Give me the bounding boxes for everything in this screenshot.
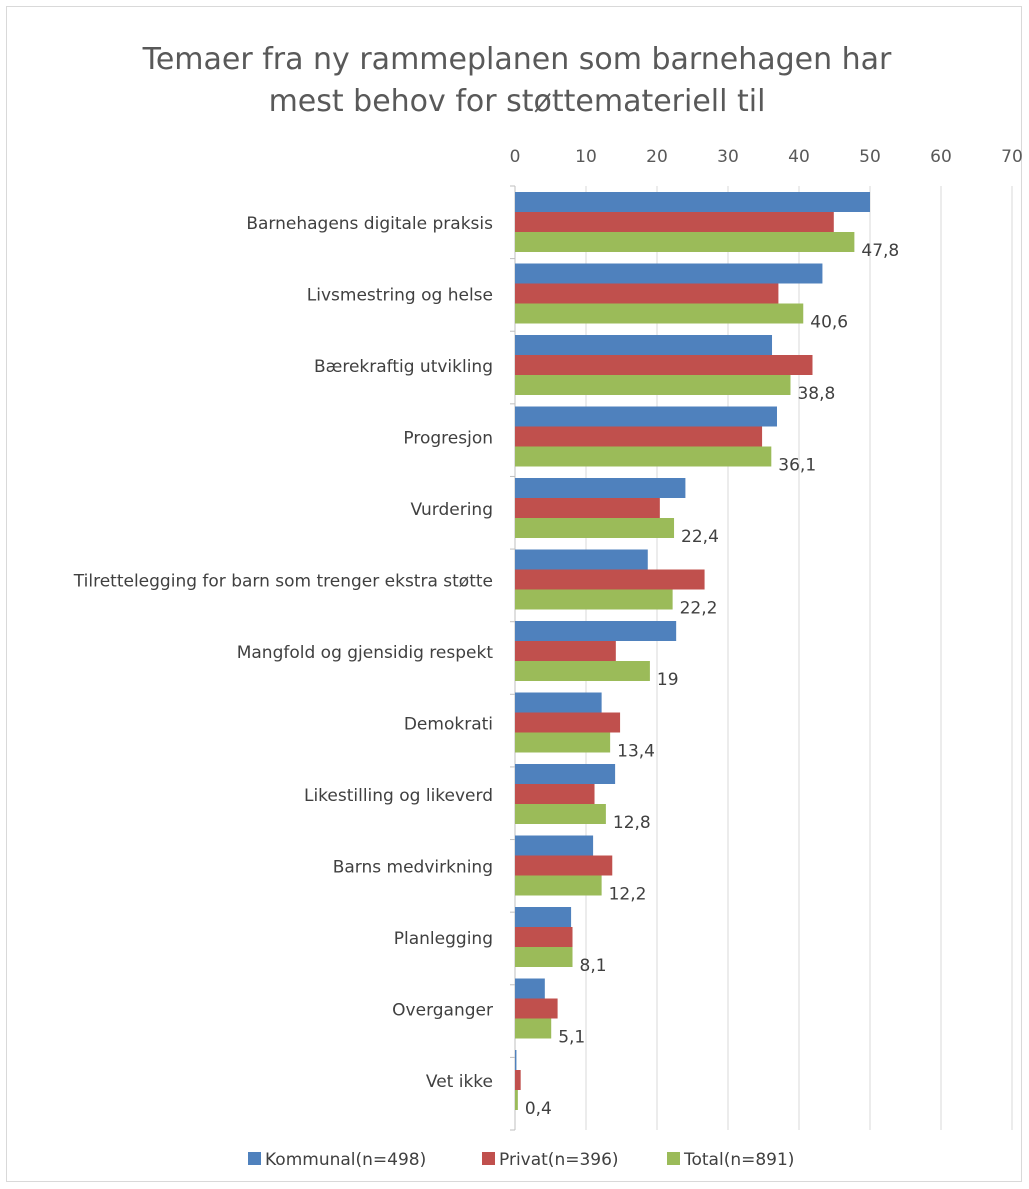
bar-3-5 <box>515 518 675 538</box>
category-label-5: Vurdering <box>411 500 493 520</box>
bar-3-2 <box>515 303 804 324</box>
bar-3-10 <box>515 875 602 896</box>
category-label-3: Bærekraftig utvikling <box>314 357 493 377</box>
x-tick-label-20: 20 <box>646 147 668 167</box>
bar-3-4 <box>515 446 772 467</box>
bar-3-7 <box>515 661 650 681</box>
bar-2-12 <box>515 998 558 1019</box>
legend-swatch-1 <box>248 1152 261 1165</box>
bar-3-1 <box>515 232 855 252</box>
data-label-8: 13,4 <box>617 742 655 762</box>
x-tick-label-60: 60 <box>930 147 952 167</box>
category-label-7: Mangfold og gjensidig respekt <box>237 643 494 663</box>
bar-1-1 <box>515 192 870 212</box>
bar-2-3 <box>515 355 813 375</box>
bar-3-8 <box>515 732 611 753</box>
bar-1-6 <box>515 549 648 570</box>
data-label-4: 36,1 <box>778 456 816 476</box>
bar-1-7 <box>515 621 677 641</box>
data-label-6: 22,2 <box>680 599 718 619</box>
x-tick-label-10: 10 <box>575 147 597 167</box>
legend-swatch-3 <box>667 1152 680 1165</box>
bar-1-8 <box>515 692 602 713</box>
x-axis-ticks: 0 10 20 30 40 50 60 70 <box>510 147 1023 167</box>
chart-title-line-2: mest behov for støttemateriell til <box>269 84 766 119</box>
bar-3-9 <box>515 804 606 824</box>
bar-1-4 <box>515 406 777 427</box>
data-label-9: 12,8 <box>613 813 651 833</box>
data-label-12: 5,1 <box>558 1028 585 1048</box>
bar-3-12 <box>515 1018 552 1039</box>
bar-2-10 <box>515 855 613 876</box>
legend-label-3: Total(n=891) <box>683 1150 794 1170</box>
bar-1-2 <box>515 263 823 284</box>
category-label-1: Barnehagens digitale praksis <box>246 214 493 234</box>
bar-3-13 <box>515 1090 518 1110</box>
category-label-8: Demokrati <box>404 715 493 735</box>
data-labels: 47,8 40,6 38,8 36,1 22,4 22,2 19 13,4 12,8 12,2 8,… <box>525 241 899 1119</box>
bar-2-6 <box>515 569 705 590</box>
category-label-9: Likestilling og likeverd <box>304 786 493 806</box>
category-label-4: Progresjon <box>403 429 493 449</box>
bars <box>515 192 870 1110</box>
bar-2-8 <box>515 712 621 733</box>
data-label-3: 38,8 <box>797 384 835 404</box>
data-label-13: 0,4 <box>525 1099 552 1119</box>
bar-2-1 <box>515 212 834 232</box>
category-label-2: Livsmestring og helse <box>307 286 493 306</box>
bar-3-3 <box>515 375 791 395</box>
category-labels: Barnehagens digitale praksis Livsmestring… <box>73 214 494 1092</box>
bar-2-9 <box>515 784 595 804</box>
legend-label-2: Privat(n=396) <box>499 1150 619 1170</box>
category-label-11: Planlegging <box>394 929 493 949</box>
data-label-5: 22,4 <box>681 527 719 547</box>
legend-label-1: Kommunal(n=498) <box>265 1150 426 1170</box>
legend: Kommunal(n=498) Privat(n=396) Total(n=891) <box>248 1150 794 1170</box>
bar-1-5 <box>515 478 686 498</box>
bar-2-4 <box>515 426 763 447</box>
bar-1-3 <box>515 335 773 355</box>
bar-2-11 <box>515 927 573 947</box>
bar-3-6 <box>515 589 673 610</box>
x-tick-label-50: 50 <box>859 147 881 167</box>
x-tick-label-40: 40 <box>788 147 810 167</box>
data-label-11: 8,1 <box>580 956 607 976</box>
bar-1-11 <box>515 907 572 927</box>
bar-2-13 <box>515 1070 521 1090</box>
data-label-7: 19 <box>657 670 679 690</box>
data-label-2: 40,6 <box>810 313 848 333</box>
category-label-13: Vet ikke <box>426 1072 493 1092</box>
data-label-10: 12,2 <box>609 885 647 905</box>
bar-1-10 <box>515 835 594 856</box>
category-label-6: Tilrettelegging for barn som trenger eks… <box>73 572 493 592</box>
x-tick-label-70: 70 <box>1001 147 1023 167</box>
bar-1-9 <box>515 764 616 784</box>
data-label-1: 47,8 <box>861 241 899 261</box>
bar-2-5 <box>515 498 660 518</box>
category-label-12: Overganger <box>392 1001 493 1021</box>
chart-title-line-1: Temaer fra ny rammeplanen som barnehagen… <box>142 42 892 77</box>
x-tick-label-30: 30 <box>717 147 739 167</box>
bar-1-12 <box>515 978 545 999</box>
legend-swatch-2 <box>482 1152 495 1165</box>
bar-2-2 <box>515 283 779 304</box>
bar-3-11 <box>515 947 573 967</box>
bar-2-7 <box>515 641 616 661</box>
bar-1-13 <box>515 1050 517 1070</box>
category-label-10: Barns medvirkning <box>333 858 493 878</box>
x-tick-label-0: 0 <box>510 147 521 167</box>
